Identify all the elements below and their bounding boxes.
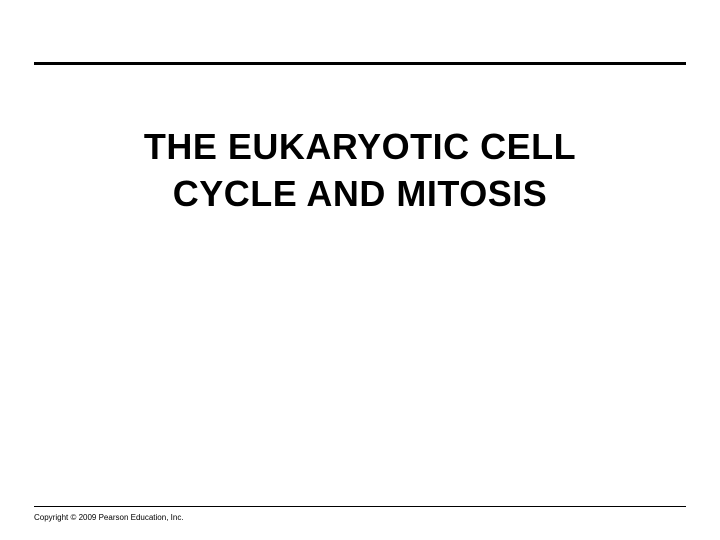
- bottom-divider: [34, 506, 686, 507]
- top-divider: [34, 62, 686, 65]
- slide-title: THE EUKARYOTIC CELL CYCLE AND MITOSIS: [0, 124, 720, 218]
- title-line-1: THE EUKARYOTIC CELL: [144, 126, 576, 167]
- title-line-2: CYCLE AND MITOSIS: [173, 173, 548, 214]
- copyright-text: Copyright © 2009 Pearson Education, Inc.: [34, 513, 184, 522]
